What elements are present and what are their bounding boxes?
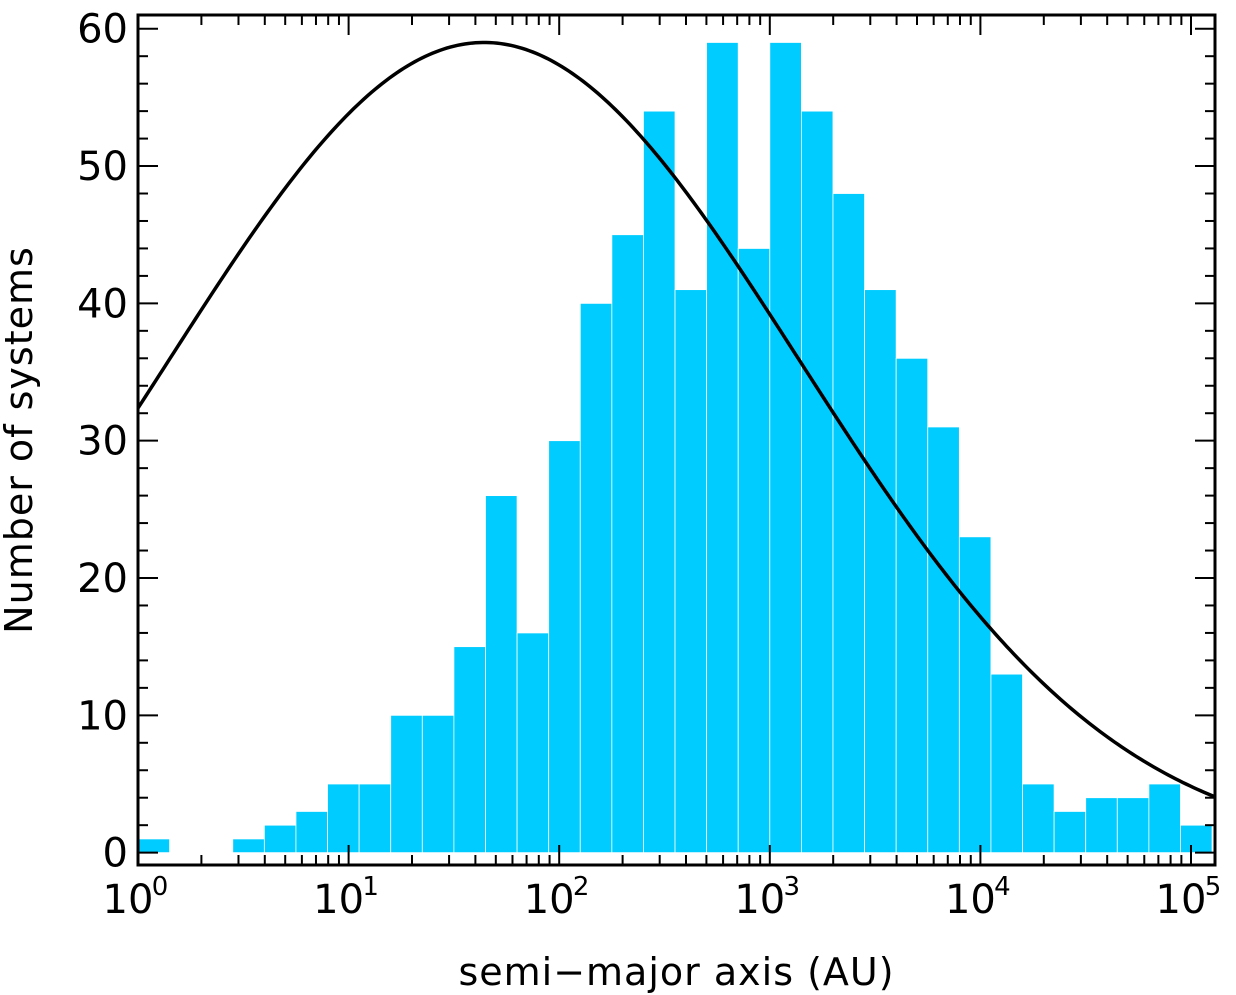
histogram-bar — [1022, 783, 1055, 854]
x-tick-label: 105 — [1156, 872, 1222, 923]
histogram-bar — [674, 289, 708, 854]
histogram-bar — [137, 838, 170, 854]
histogram-bar — [643, 110, 676, 854]
histogram-bar — [895, 357, 929, 854]
histogram-bar — [990, 673, 1023, 854]
histogram-bar — [927, 426, 960, 854]
y-axis-label: Number of systems — [0, 246, 41, 634]
x-tick-exponent: 4 — [994, 872, 1011, 902]
x-tick-label: 103 — [734, 872, 800, 923]
x-tick-exponent: 2 — [573, 872, 590, 902]
histogram-bar — [263, 824, 297, 854]
x-tick-base: 10 — [1156, 877, 1207, 923]
histogram-bar — [958, 536, 992, 854]
histogram-bar — [232, 838, 265, 854]
histogram-bar — [358, 783, 392, 854]
x-tick-exponent: 1 — [362, 872, 379, 902]
histogram-bar — [611, 234, 644, 854]
histogram-bar — [864, 289, 897, 854]
y-tick-label: 50 — [77, 144, 128, 190]
histogram-bar — [485, 495, 518, 854]
histogram-bar — [579, 302, 613, 854]
x-tick-label: 104 — [945, 872, 1011, 923]
fit-curve — [136, 40, 1216, 799]
y-tick-label: 60 — [77, 7, 128, 53]
histogram-bars — [137, 42, 1213, 854]
histogram-bar — [1085, 797, 1118, 854]
histogram-bar — [295, 811, 328, 854]
histogram-bar — [706, 42, 739, 854]
histogram-bar — [453, 646, 486, 854]
histogram-bar — [327, 783, 360, 854]
y-tick-label: 20 — [77, 556, 128, 602]
y-tick-label: 10 — [77, 693, 128, 739]
x-tick-base: 10 — [945, 877, 996, 923]
histogram-bar — [421, 714, 455, 854]
x-tick-label: 102 — [524, 872, 590, 923]
x-tick-base: 10 — [103, 877, 154, 923]
x-tick-label: 100 — [103, 872, 169, 923]
axis-ticks — [137, 15, 1215, 865]
histogram-bar — [800, 110, 834, 854]
x-tick-exponent: 0 — [152, 872, 169, 902]
histogram-bar — [832, 193, 865, 854]
y-tick-label: 40 — [77, 281, 128, 327]
histogram-bar — [1148, 783, 1181, 854]
histogram-bar — [548, 440, 581, 854]
histogram-bar — [737, 248, 771, 854]
x-tick-base: 10 — [524, 877, 575, 923]
histogram-bar — [769, 42, 802, 854]
x-tick-base: 10 — [734, 877, 785, 923]
y-tick-label: 30 — [77, 419, 128, 465]
histogram-bar — [1116, 797, 1150, 854]
x-tick-exponent: 3 — [784, 872, 801, 902]
x-axis-label: semi−major axis (AU) — [458, 950, 894, 994]
histogram-bar — [516, 632, 550, 854]
histogram-bar — [1053, 811, 1087, 854]
histogram-bar — [390, 714, 423, 854]
histogram-bar — [1180, 824, 1213, 854]
x-tick-label: 101 — [313, 872, 379, 923]
y-tick-label: 0 — [103, 831, 128, 877]
x-tick-exponent: 5 — [1205, 872, 1222, 902]
x-tick-base: 10 — [313, 877, 364, 923]
